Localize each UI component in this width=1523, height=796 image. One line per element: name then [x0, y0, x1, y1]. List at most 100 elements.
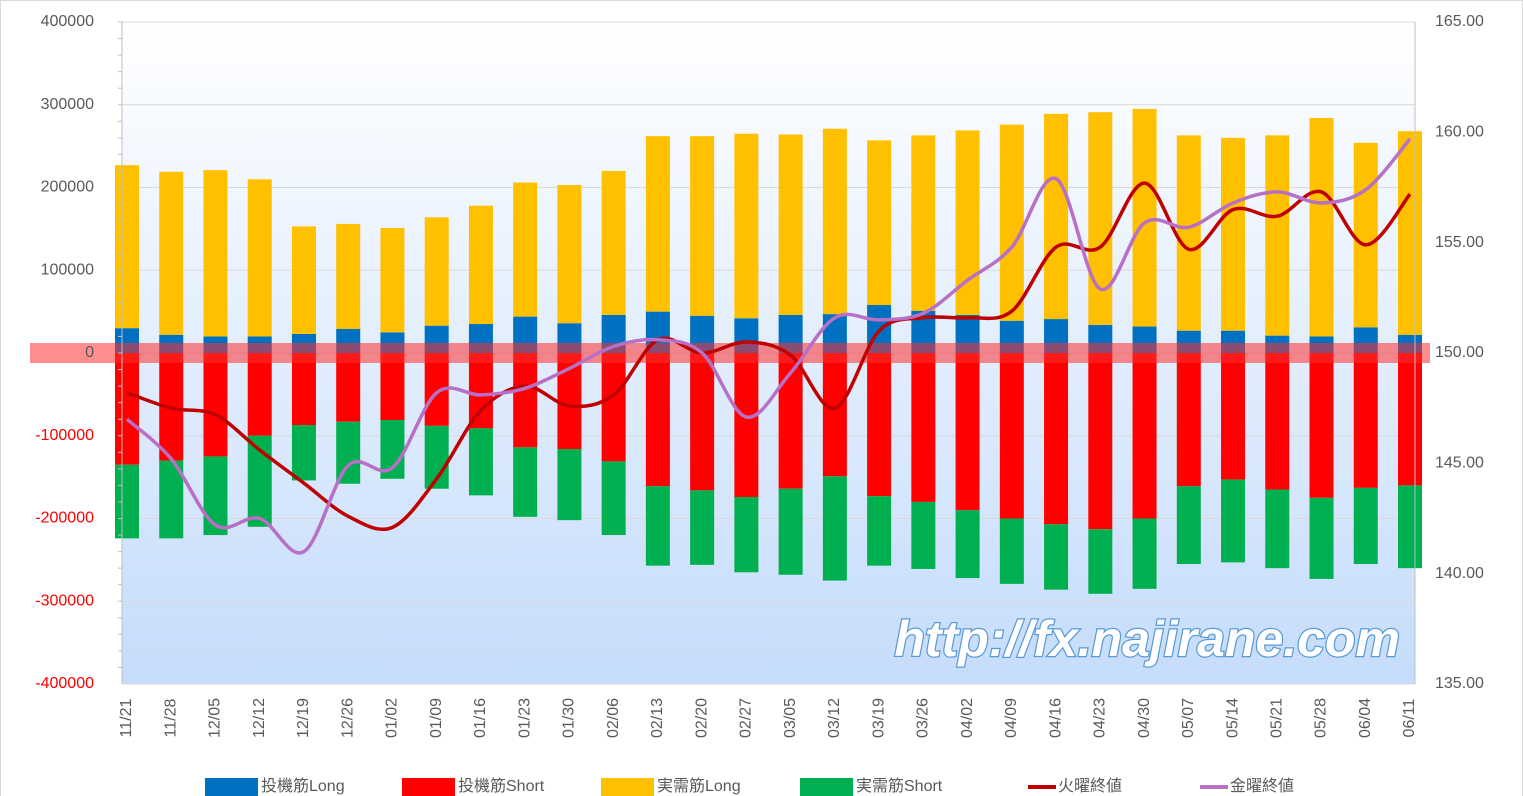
x-tick-label: 06/04 — [1357, 698, 1374, 738]
y2-tick-label: 140.00 — [1435, 565, 1484, 582]
y2-tick-label: 165.00 — [1435, 13, 1484, 30]
bar — [468, 205, 493, 325]
bar — [1176, 353, 1201, 487]
bar — [1353, 353, 1378, 488]
x-tick-label: 03/12 — [826, 698, 843, 738]
bar — [645, 136, 670, 312]
bar — [690, 490, 715, 565]
legend-label: 投機筋Short — [458, 777, 545, 795]
y-tick-label: -100000 — [35, 427, 94, 444]
bar — [645, 486, 670, 566]
x-tick-label: 02/27 — [738, 698, 755, 738]
bar — [1176, 486, 1201, 565]
bar — [291, 226, 316, 334]
x-tick-label: 01/16 — [472, 698, 489, 738]
bar — [203, 456, 228, 536]
bar — [1309, 353, 1334, 498]
bar — [999, 124, 1024, 321]
bar — [1221, 479, 1246, 563]
bar — [468, 353, 493, 429]
bar — [955, 130, 980, 315]
y-tick-label: -400000 — [35, 675, 94, 692]
x-tick-label: 02/06 — [605, 698, 622, 738]
line — [126, 181, 1412, 532]
bar — [911, 135, 936, 311]
bar — [513, 353, 538, 448]
y2-tick-label: 145.00 — [1435, 455, 1484, 472]
bar — [955, 353, 980, 511]
bar — [867, 496, 892, 566]
x-tick-label: 02/20 — [693, 698, 710, 738]
bar — [203, 170, 228, 337]
bar — [336, 353, 361, 422]
bar — [601, 353, 626, 462]
y2-tick-label: 160.00 — [1435, 124, 1484, 141]
bar — [778, 488, 803, 575]
bar — [247, 435, 272, 527]
bar — [468, 428, 493, 496]
x-tick-label: 05/07 — [1180, 698, 1197, 738]
bar — [778, 353, 803, 489]
legend-swatch — [205, 778, 258, 796]
line — [125, 137, 1412, 555]
bar — [867, 353, 892, 497]
bar — [1309, 117, 1334, 337]
bar — [911, 353, 936, 502]
bar — [1132, 353, 1157, 519]
bar — [115, 353, 139, 465]
x-tick-label: 12/19 — [295, 698, 312, 738]
bar — [1176, 135, 1201, 331]
bar — [336, 223, 361, 330]
x-tick-label: 06/11 — [1401, 698, 1418, 737]
bar — [601, 461, 626, 536]
y-tick-label: 100000 — [41, 261, 94, 278]
x-tick-label: 04/16 — [1047, 698, 1064, 738]
y-tick-label: 0 — [85, 344, 94, 361]
bar — [247, 353, 272, 436]
bar — [1265, 489, 1290, 569]
legend-label: 実需筋Long — [657, 777, 741, 795]
bar — [645, 353, 670, 487]
x-tick-label: 03/19 — [870, 698, 887, 738]
y-tick-label: 300000 — [41, 96, 94, 113]
bar — [690, 353, 715, 491]
bar — [1088, 529, 1113, 594]
bar — [424, 217, 449, 326]
x-tick-label: 04/09 — [1003, 698, 1020, 738]
bar — [867, 140, 892, 306]
bar — [734, 496, 759, 573]
bar — [999, 353, 1024, 519]
bar — [1398, 353, 1422, 486]
bar — [822, 353, 847, 477]
x-tick-label: 01/02 — [384, 698, 401, 738]
x-tick-label: 04/02 — [959, 698, 976, 738]
bar — [778, 134, 803, 315]
bar — [1044, 113, 1069, 320]
x-tick-label: 11/28 — [162, 698, 179, 737]
bar — [911, 501, 936, 569]
bar — [822, 476, 847, 581]
y-tick-label: -300000 — [35, 592, 94, 609]
bar — [1132, 518, 1157, 589]
bar — [380, 228, 405, 333]
y2-tick-label: 135.00 — [1435, 675, 1484, 692]
bar — [291, 424, 316, 481]
bar — [1309, 497, 1334, 579]
x-tick-label: 12/12 — [251, 698, 268, 738]
x-tick-label: 11/21 — [118, 698, 135, 737]
bar — [557, 448, 582, 521]
x-tick-label: 03/05 — [782, 698, 799, 738]
x-tick-label: 05/14 — [1224, 698, 1241, 738]
bar — [1088, 353, 1113, 530]
bar — [690, 136, 715, 316]
x-tick-label: 12/26 — [339, 698, 356, 738]
bar — [1353, 142, 1378, 328]
bar — [1221, 353, 1246, 480]
legend-label: 実需筋Short — [856, 777, 943, 795]
bar — [601, 170, 626, 315]
bar — [734, 133, 759, 319]
bar — [557, 185, 582, 324]
bar — [1265, 353, 1290, 490]
bar — [955, 510, 980, 579]
